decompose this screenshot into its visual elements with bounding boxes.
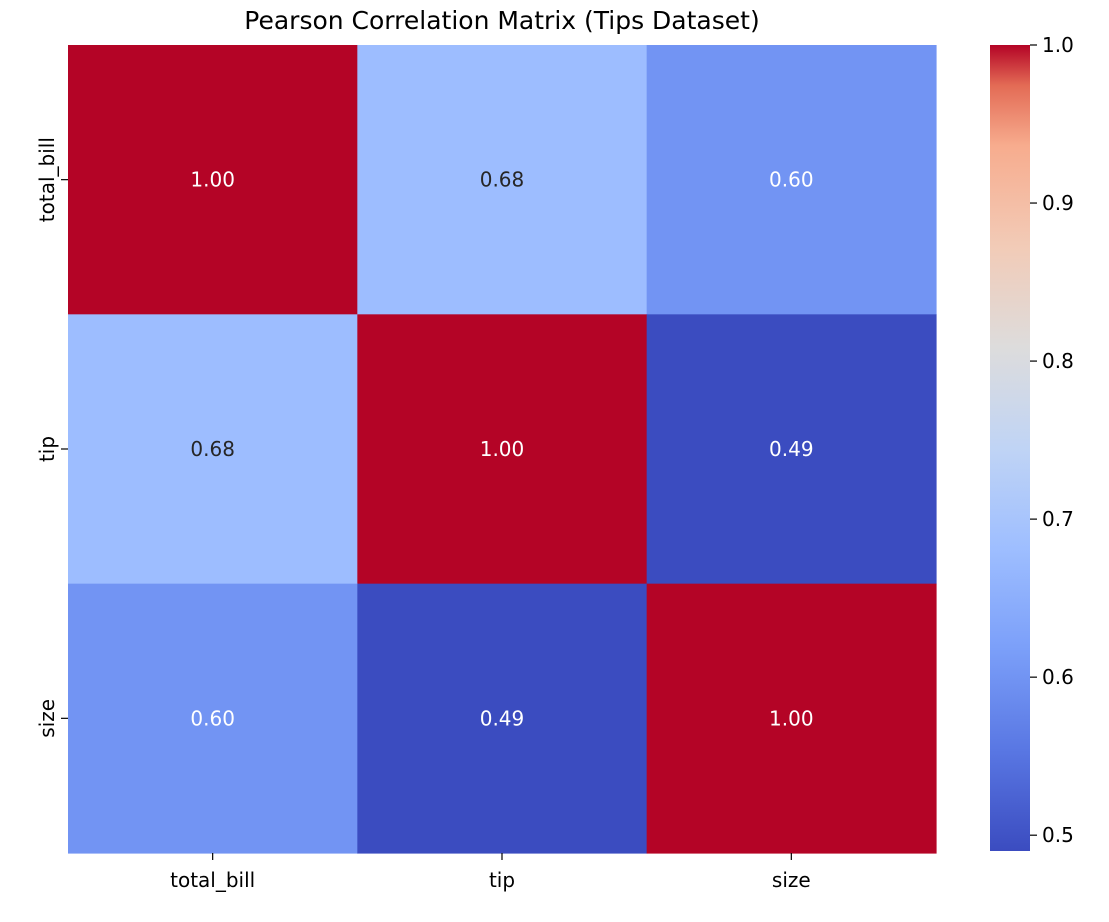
heatmap-cell bbox=[357, 583, 648, 854]
heatmap-cell bbox=[646, 314, 937, 585]
colorbar-gradient bbox=[990, 45, 1030, 851]
x-axis: total_bill tip size bbox=[170, 852, 811, 892]
x-tick-label: total_bill bbox=[170, 868, 255, 892]
cell-value-label: 0.60 bbox=[190, 706, 235, 730]
colorbar-tick-label: 0.5 bbox=[1042, 823, 1074, 847]
colorbar-tick-label: 0.8 bbox=[1042, 349, 1074, 373]
colorbar-tick-label: 0.7 bbox=[1042, 507, 1074, 531]
heatmap-cell bbox=[68, 45, 358, 315]
cell-value-label: 0.68 bbox=[190, 437, 235, 461]
cell-value-label: 0.49 bbox=[480, 706, 525, 730]
y-tick-label: size bbox=[35, 699, 59, 738]
y-tick-label: tip bbox=[35, 436, 59, 462]
heatmap-cell bbox=[646, 583, 937, 854]
heatmap-cell bbox=[68, 314, 358, 585]
chart-title: Pearson Correlation Matrix (Tips Dataset… bbox=[244, 6, 759, 35]
colorbar-tick-label: 0.9 bbox=[1042, 191, 1074, 215]
cell-value-label: 0.49 bbox=[769, 437, 814, 461]
cell-value-label: 1.00 bbox=[769, 706, 814, 730]
x-tick-label: size bbox=[772, 868, 811, 892]
x-tick-label: tip bbox=[489, 868, 515, 892]
cell-value-label: 0.60 bbox=[769, 168, 814, 192]
heatmap-cell bbox=[357, 45, 648, 315]
y-tick-label: total_bill bbox=[35, 137, 59, 222]
heatmap-cell bbox=[68, 583, 358, 854]
heatmap-cells: 1.00 0.68 0.60 0.68 1.00 0.49 0.60 0.49 1.00 bbox=[68, 45, 937, 854]
cell-value-label: 1.00 bbox=[480, 437, 525, 461]
colorbar: 0.5 0.6 0.7 0.8 0.9 1.0 bbox=[990, 33, 1074, 851]
colorbar-tick-label: 0.6 bbox=[1042, 665, 1074, 689]
colorbar-tick-label: 1.0 bbox=[1042, 33, 1074, 57]
cell-value-label: 1.00 bbox=[190, 168, 235, 192]
heatmap-cell bbox=[646, 45, 937, 315]
heatmap-cell bbox=[357, 314, 648, 585]
cell-value-label: 0.68 bbox=[480, 168, 525, 192]
